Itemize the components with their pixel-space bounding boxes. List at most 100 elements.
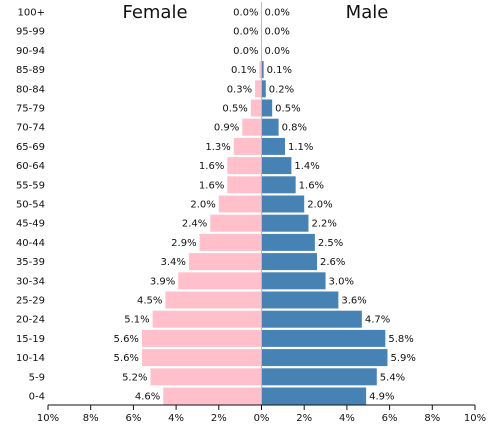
male-data-label: 0.5% [275, 104, 300, 115]
male-bar [261, 349, 388, 367]
female-bar [141, 349, 262, 367]
female-data-label: 4.6% [135, 392, 160, 403]
male-bar [261, 310, 362, 328]
male-data-label: 0.0% [265, 8, 290, 19]
male-bar [261, 233, 315, 251]
male-data-label: 1.4% [294, 161, 319, 172]
female-data-label: 5.1% [124, 315, 149, 326]
x-tick-label: 2% [211, 413, 227, 424]
male-data-label: 1.6% [299, 180, 324, 191]
female-bar [255, 80, 262, 98]
female-data-label: 5.6% [114, 353, 139, 364]
female-bar [165, 291, 262, 309]
x-tick-label: 4% [339, 413, 355, 424]
age-group-label: 55-59 [16, 180, 45, 191]
age-group-label: 10-14 [16, 353, 45, 364]
female-data-label: 0.1% [231, 65, 256, 76]
female-data-label: 3.9% [150, 276, 175, 287]
bars-group [141, 61, 388, 405]
male-data-label: 2.0% [307, 200, 332, 211]
age-group-label: 0-4 [29, 392, 45, 403]
female-series-title: Female [122, 2, 187, 23]
x-tick-label: 10% [37, 413, 59, 424]
age-group-label: 90-94 [16, 46, 45, 57]
labels-group: 100+ 0.0% 0.0% 95-99 0.0% 0.0% 90-94 0.0% 0.0% 85… [16, 8, 416, 403]
female-data-label: 0.9% [214, 123, 239, 134]
female-data-label: 0.0% [233, 27, 258, 38]
x-tick-label: 6% [125, 413, 141, 424]
female-bar [233, 137, 262, 155]
male-data-label: 3.6% [341, 296, 366, 307]
x-tick-label: 8% [83, 413, 99, 424]
female-data-label: 5.6% [114, 334, 139, 345]
male-bar [261, 176, 296, 194]
male-data-label: 3.0% [329, 276, 354, 287]
male-bar [261, 368, 377, 386]
male-bar [261, 99, 273, 117]
age-group-label: 35-39 [16, 257, 45, 268]
male-data-label: 0.1% [267, 65, 292, 76]
male-data-label: 0.0% [265, 27, 290, 38]
female-data-label: 2.9% [171, 238, 196, 249]
x-tick-label: 4% [168, 413, 184, 424]
age-group-label: 70-74 [16, 123, 45, 134]
female-data-label: 1.3% [205, 142, 230, 153]
x-tick-label: 10% [464, 413, 486, 424]
male-bar [261, 61, 264, 79]
female-bar [141, 329, 262, 347]
age-group-label: 65-69 [16, 142, 45, 153]
male-bar [261, 195, 305, 213]
age-group-label: 20-24 [16, 315, 45, 326]
male-bar [261, 387, 367, 405]
male-bar [261, 137, 285, 155]
age-group-label: 45-49 [16, 219, 45, 230]
female-bar [210, 214, 262, 232]
female-data-label: 1.6% [199, 180, 224, 191]
male-data-label: 0.8% [282, 123, 307, 134]
age-group-label: 100+ [18, 8, 45, 19]
male-data-label: 4.7% [365, 315, 390, 326]
male-data-label: 5.4% [380, 372, 405, 383]
x-tick-label: 6% [382, 413, 398, 424]
age-group-label: 85-89 [16, 65, 45, 76]
male-bar [261, 118, 279, 136]
male-data-label: 0.0% [265, 46, 290, 57]
female-data-label: 0.5% [222, 104, 247, 115]
male-data-label: 0.2% [269, 84, 294, 95]
age-group-label: 60-64 [16, 161, 45, 172]
female-bar [163, 387, 262, 405]
female-bar [227, 176, 262, 194]
female-data-label: 0.0% [233, 46, 258, 57]
x-axis: 10% 8% 6% 4% 2% 0% 2% 4% 6% 8% 10% [37, 2, 486, 424]
male-data-label: 5.9% [390, 353, 415, 364]
male-series-title: Male [346, 2, 389, 23]
female-bar [218, 195, 262, 213]
female-data-label: 5.2% [122, 372, 147, 383]
male-data-label: 4.9% [369, 392, 394, 403]
x-tick-label: 2% [296, 413, 312, 424]
age-group-label: 95-99 [16, 27, 45, 38]
female-data-label: 4.5% [137, 296, 162, 307]
male-data-label: 2.5% [318, 238, 343, 249]
female-bar [152, 310, 262, 328]
female-bar [150, 368, 262, 386]
female-bar [178, 272, 262, 290]
male-bar [261, 157, 292, 175]
age-group-label: 80-84 [16, 84, 45, 95]
age-group-label: 40-44 [16, 238, 45, 249]
age-group-label: 50-54 [16, 200, 45, 211]
female-data-label: 0.0% [233, 8, 258, 19]
x-tick-label: 8% [424, 413, 440, 424]
male-bar [261, 272, 326, 290]
female-data-label: 2.4% [182, 219, 207, 230]
female-bar [227, 157, 262, 175]
male-data-label: 2.2% [311, 219, 336, 230]
male-bar [261, 329, 386, 347]
age-group-label: 15-19 [16, 334, 45, 345]
male-bar [261, 214, 309, 232]
male-bar [261, 291, 339, 309]
female-bar [188, 253, 262, 271]
age-group-label: 30-34 [16, 276, 45, 287]
male-data-label: 2.6% [320, 257, 345, 268]
